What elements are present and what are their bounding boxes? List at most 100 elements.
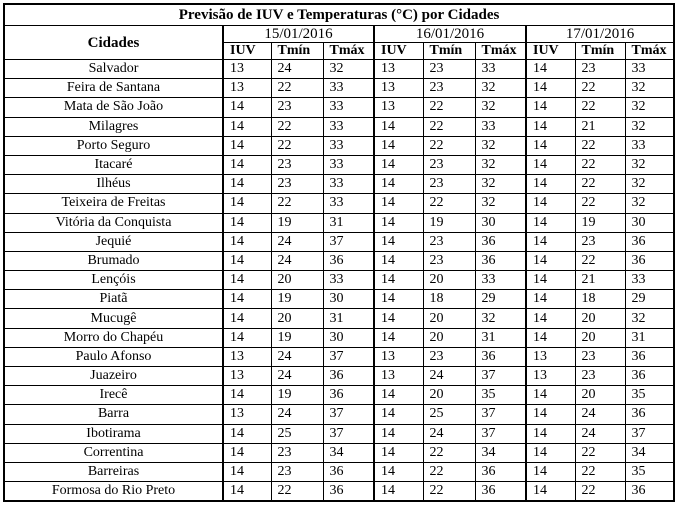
value-cell: 32	[624, 154, 675, 176]
value-cell: 20	[422, 270, 476, 291]
city-cell: Lençóis	[3, 270, 224, 291]
value-cell: 13	[373, 58, 424, 80]
value-cell: 33	[474, 58, 527, 80]
value-cell: 14	[525, 270, 576, 291]
value-cell: 36	[624, 250, 675, 272]
city-cell: Porto Seguro	[3, 135, 224, 156]
table-row: Vitória da Conquista 14 19 31 14 19 30 14 19 30	[3, 212, 675, 233]
value-cell: 24	[422, 365, 476, 387]
value-cell: 14	[222, 270, 272, 291]
value-cell: 22	[270, 78, 324, 99]
value-cell: 35	[474, 385, 527, 406]
column-header: IUV	[373, 42, 424, 60]
column-header: Tmín	[270, 42, 324, 60]
value-cell: 14	[373, 193, 424, 214]
value-cell: 37	[322, 346, 375, 368]
value-cell: 33	[322, 174, 375, 195]
table-row: Ibotirama 14 25 37 14 24 37 14 24 37	[3, 423, 675, 444]
value-cell: 32	[624, 78, 675, 99]
value-cell: 36	[322, 481, 375, 502]
value-cell: 33	[322, 154, 375, 176]
value-cell: 14	[373, 174, 424, 195]
value-cell: 37	[624, 423, 675, 444]
value-cell: 14	[373, 308, 424, 329]
value-cell: 14	[373, 116, 424, 137]
table-row: Salvador 13 24 32 13 23 33 14 23 33	[3, 58, 675, 80]
value-cell: 32	[474, 174, 527, 195]
value-cell: 37	[474, 423, 527, 444]
value-cell: 14	[222, 231, 272, 252]
value-cell: 13	[222, 58, 272, 80]
table-row: Barra 13 24 37 14 25 37 14 24 36	[3, 404, 675, 425]
value-cell: 33	[624, 135, 675, 156]
value-cell: 36	[624, 231, 675, 252]
value-cell: 22	[574, 154, 626, 176]
value-cell: 23	[270, 174, 324, 195]
date-header: 16/01/2016	[373, 25, 527, 43]
value-cell: 23	[574, 365, 626, 387]
value-cell: 32	[474, 193, 527, 214]
value-cell: 14	[373, 270, 424, 291]
value-cell: 33	[322, 135, 375, 156]
value-cell: 14	[373, 442, 424, 463]
value-cell: 14	[525, 481, 576, 502]
value-cell: 14	[525, 423, 576, 444]
value-cell: 14	[525, 308, 576, 329]
value-cell: 33	[322, 270, 375, 291]
value-cell: 14	[525, 327, 576, 348]
value-cell: 32	[322, 58, 375, 80]
value-cell: 33	[474, 270, 527, 291]
column-header: Tmáx	[624, 42, 675, 60]
column-header: IUV	[222, 42, 272, 60]
value-cell: 32	[624, 116, 675, 137]
value-cell: 37	[474, 365, 527, 387]
value-cell: 21	[574, 270, 626, 291]
value-cell: 37	[322, 423, 375, 444]
value-cell: 23	[422, 78, 476, 99]
column-header: Tmáx	[474, 42, 527, 60]
value-cell: 22	[270, 116, 324, 137]
value-cell: 14	[222, 154, 272, 176]
value-cell: 14	[222, 135, 272, 156]
table-title: Previsão de IUV e Temperaturas (°C) por …	[3, 3, 675, 26]
city-cell: Barra	[3, 404, 224, 425]
value-cell: 13	[373, 78, 424, 99]
value-cell: 22	[574, 442, 626, 463]
value-cell: 36	[474, 346, 527, 368]
value-cell: 23	[574, 58, 626, 80]
value-cell: 33	[322, 97, 375, 118]
value-cell: 36	[474, 231, 527, 252]
value-cell: 33	[624, 270, 675, 291]
value-cell: 23	[270, 97, 324, 118]
value-cell: 22	[574, 461, 626, 483]
subheader-row: IUV Tmín Tmáx IUV Tmín Tmáx IUV Tmín Tmáx	[4, 42, 675, 60]
value-cell: 24	[270, 365, 324, 387]
table-row: Milagres 14 22 33 14 22 33 14 21 32	[3, 116, 675, 137]
value-cell: 23	[574, 231, 626, 252]
column-header: IUV	[525, 42, 576, 60]
table-row: Piatã 14 19 30 14 18 29 14 18 29	[3, 289, 675, 310]
table-row: Irecê 14 19 36 14 20 35 14 20 35	[3, 385, 675, 406]
table-row: Itacaré 14 23 33 14 23 32 14 22 32	[3, 154, 675, 176]
value-cell: 14	[525, 116, 576, 137]
value-cell: 32	[624, 308, 675, 329]
value-cell: 23	[422, 58, 476, 80]
value-cell: 14	[222, 193, 272, 214]
value-cell: 21	[574, 116, 626, 137]
value-cell: 14	[222, 116, 272, 137]
value-cell: 14	[525, 231, 576, 252]
table-row: Feira de Santana 13 22 33 13 23 32 14 22 32	[3, 78, 675, 99]
value-cell: 14	[222, 385, 272, 406]
city-cell: Paulo Afonso	[3, 346, 224, 368]
value-cell: 24	[574, 404, 626, 425]
value-cell: 23	[422, 174, 476, 195]
value-cell: 36	[624, 346, 675, 368]
value-cell: 22	[574, 193, 626, 214]
city-cell: Feira de Santana	[3, 78, 224, 99]
value-cell: 14	[222, 289, 272, 310]
value-cell: 31	[624, 327, 675, 348]
value-cell: 22	[270, 135, 324, 156]
table-row: Ilhéus 14 23 33 14 23 32 14 22 32	[3, 174, 675, 195]
city-cell: Mucugê	[3, 308, 224, 329]
value-cell: 24	[270, 250, 324, 272]
